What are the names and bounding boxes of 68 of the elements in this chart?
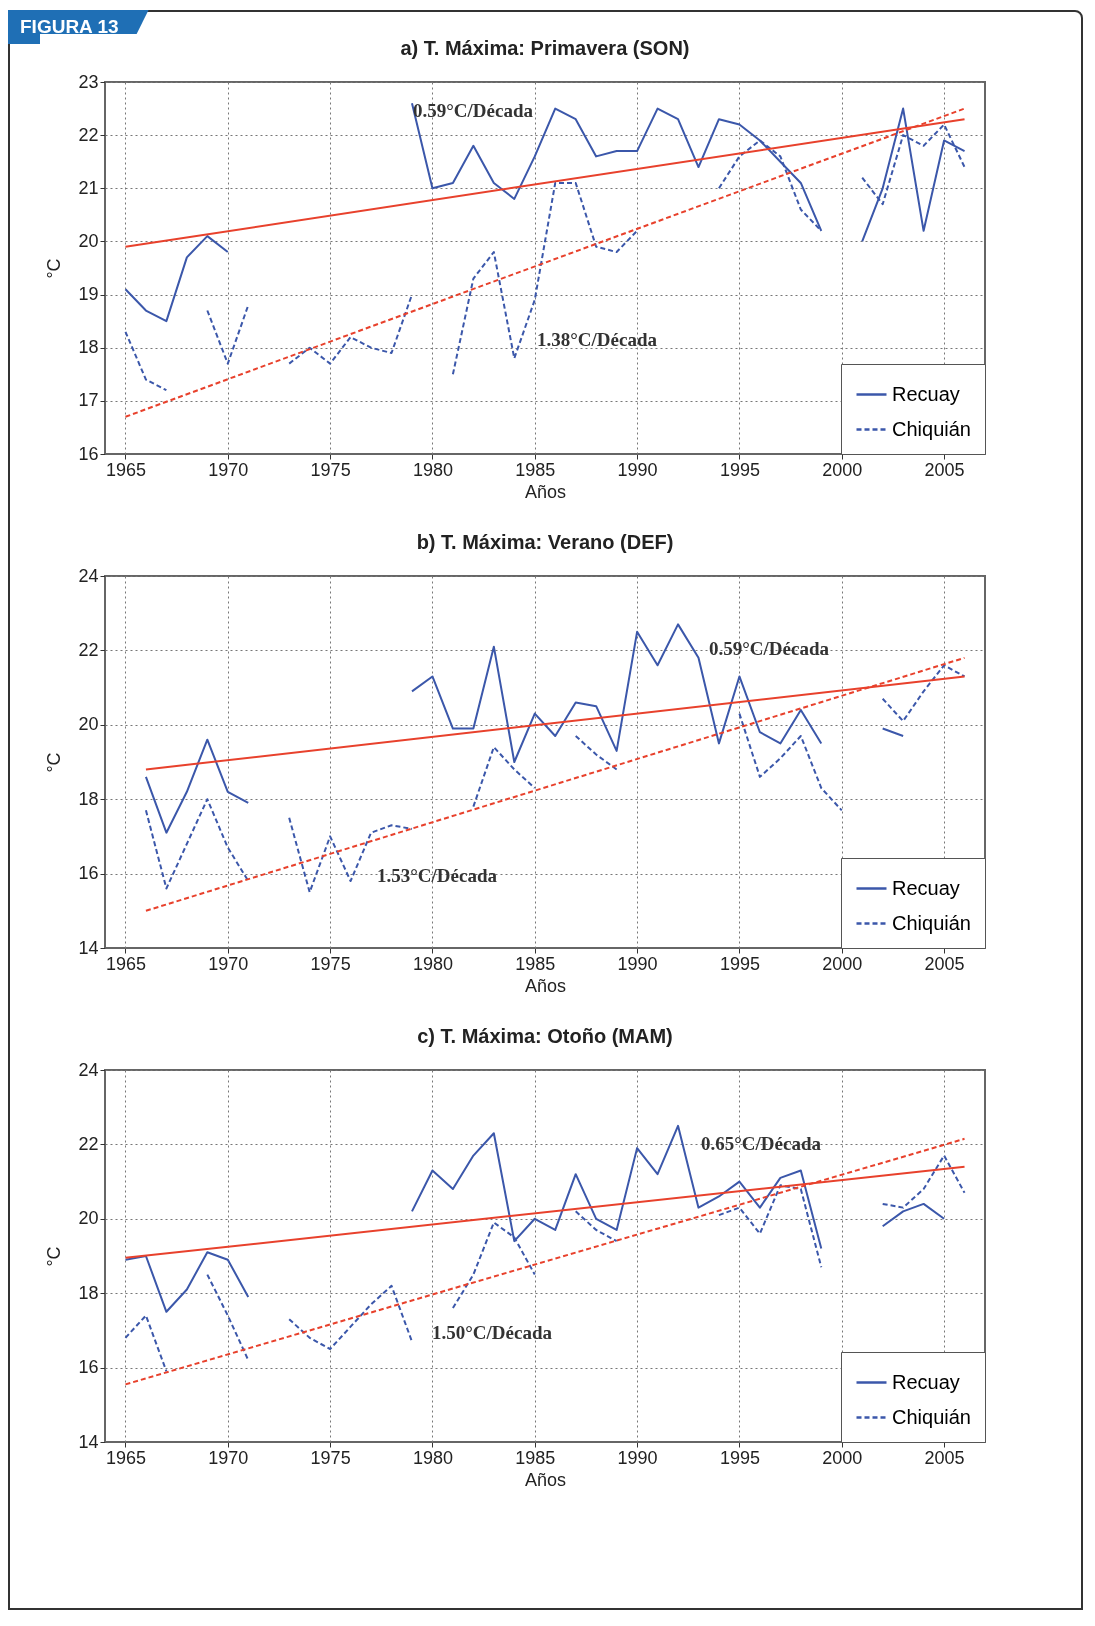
x-tick-label: 1995	[719, 953, 760, 974]
annotation: 1.38°C/Década	[537, 329, 658, 350]
x-tick-label: 2005	[924, 953, 965, 974]
legend-label: Recuay	[892, 876, 960, 899]
x-tick-label: 1970	[208, 459, 249, 480]
annotation: 1.50°C/Década	[432, 1322, 553, 1343]
y-tick-label: 18	[78, 337, 99, 358]
y-tick-label: 22	[78, 1133, 99, 1154]
x-axis-title: Años	[524, 1469, 567, 1490]
y-tick-label: 20	[78, 230, 99, 251]
x-tick-label: 1980	[412, 459, 453, 480]
x-tick-label: 1980	[412, 1447, 453, 1468]
legend-label: Recuay	[892, 1370, 960, 1393]
y-tick-label: 17	[78, 390, 99, 411]
x-tick-label: 1970	[208, 1447, 249, 1468]
y-tick-label: 24	[78, 565, 99, 586]
x-tick-label: 1990	[617, 459, 658, 480]
y-tick-label: 16	[78, 443, 99, 464]
annotation: 0.65°C/Década	[701, 1133, 822, 1154]
text: FIGURA 13	[8, 10, 149, 44]
y-tick-label: 14	[78, 1431, 99, 1452]
x-tick-label: 1965	[105, 953, 146, 974]
x-tick-label: 2000	[822, 1447, 863, 1468]
y-tick-label: 19	[78, 284, 99, 305]
legend-label: Chiquián	[892, 417, 971, 440]
x-tick-label: 1985	[515, 1447, 556, 1468]
x-tick-label: 1985	[515, 459, 556, 480]
y-axis-title: °C	[44, 258, 65, 279]
y-tick-label: 20	[78, 714, 99, 735]
x-tick-label: 1965	[105, 459, 146, 480]
y-tick-label: 24	[78, 1059, 99, 1080]
y-tick-label: 16	[78, 863, 99, 884]
x-tick-label: 1980	[412, 953, 453, 974]
chart-title: c) T. Máxima: Otoño (MAM)	[417, 1025, 673, 1047]
x-tick-label: 2000	[822, 459, 863, 480]
legend-label: Recuay	[892, 382, 960, 405]
x-tick-label: 1975	[310, 1447, 351, 1468]
x-tick-label: 1965	[105, 1447, 146, 1468]
x-tick-label: 1995	[719, 459, 760, 480]
y-tick-label: 23	[78, 71, 99, 92]
legend-label: Chiquián	[892, 1405, 971, 1428]
y-axis-title: °C	[44, 752, 65, 773]
x-tick-label: 2000	[822, 953, 863, 974]
annotation: 0.59°C/Década	[709, 638, 830, 659]
x-tick-label: 1995	[719, 1447, 760, 1468]
x-tick-label: 1990	[617, 1447, 658, 1468]
chart-title: a) T. Máxima: Primavera (SON)	[400, 37, 690, 59]
x-axis-title: Años	[524, 481, 567, 502]
y-tick-label: 14	[78, 937, 99, 958]
chart-title: b) T. Máxima: Verano (DEF)	[416, 531, 674, 553]
x-tick-label: 1975	[310, 953, 351, 974]
x-axis-title: Años	[524, 975, 567, 996]
y-axis-title: °C	[44, 1246, 65, 1267]
annotation: 1.53°C/Década	[377, 865, 498, 886]
x-tick-label: 2005	[924, 1447, 965, 1468]
y-tick-label: 20	[78, 1208, 99, 1229]
x-tick-label: 1975	[310, 459, 351, 480]
y-tick-label: 18	[78, 1282, 99, 1303]
x-tick-label: 2005	[924, 459, 965, 480]
y-tick-label: 21	[78, 177, 99, 198]
y-tick-label: 22	[78, 639, 99, 660]
x-tick-label: 1970	[208, 953, 249, 974]
y-tick-label: 18	[78, 788, 99, 809]
y-tick-label: 16	[78, 1357, 99, 1378]
y-tick-label: 22	[78, 124, 99, 145]
x-tick-label: 1990	[617, 953, 658, 974]
x-tick-label: 1985	[515, 953, 556, 974]
legend-label: Chiquián	[892, 911, 971, 934]
